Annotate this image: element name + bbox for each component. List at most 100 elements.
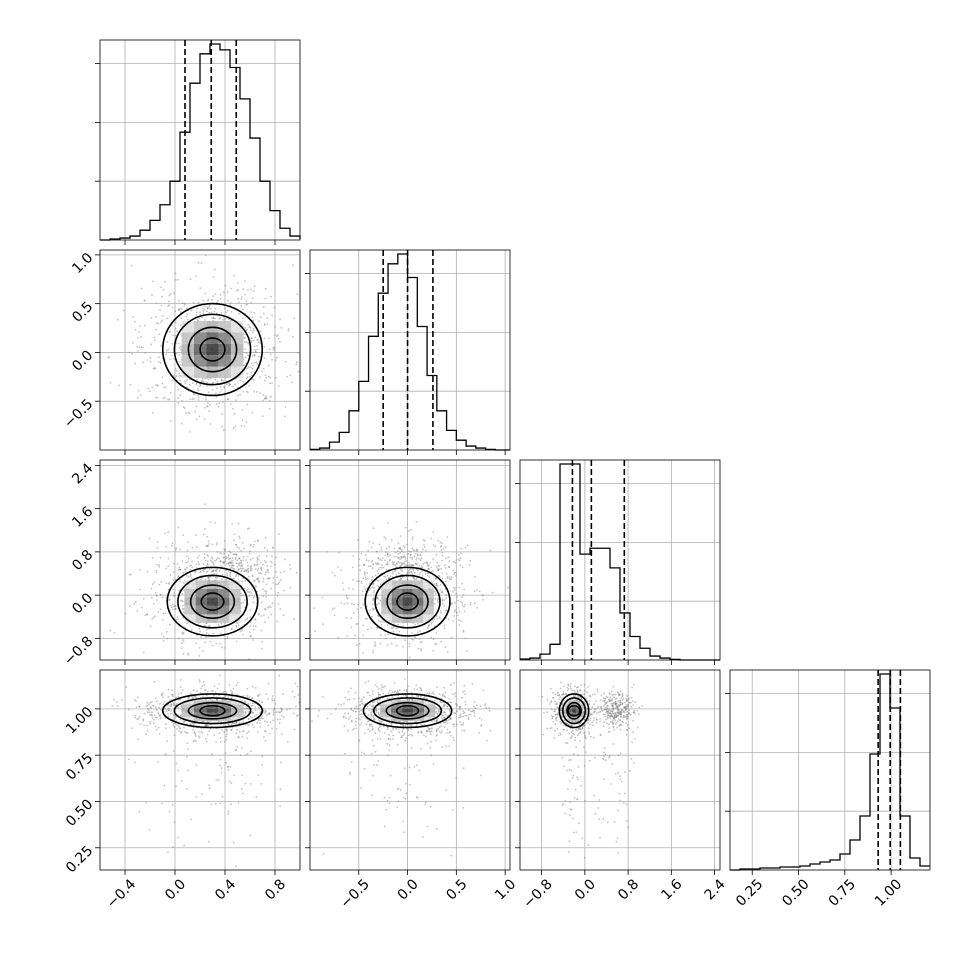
sample-point	[153, 339, 156, 342]
sample-point	[455, 572, 457, 574]
sample-point	[171, 804, 174, 806]
sample-point	[204, 398, 207, 401]
sample-point	[568, 840, 571, 843]
sample-point	[178, 372, 181, 375]
sample-point	[151, 704, 154, 707]
sample-point	[160, 693, 163, 696]
sample-point	[216, 557, 219, 559]
sample-point	[146, 613, 149, 616]
sample-point	[243, 364, 246, 367]
sample-point	[354, 691, 357, 694]
sample-point	[230, 782, 233, 785]
sample-point	[148, 829, 151, 831]
sample-point	[252, 290, 255, 292]
sample-point	[567, 683, 570, 686]
sample-point	[259, 719, 262, 722]
sample-point	[483, 704, 486, 707]
sample-point	[168, 398, 171, 401]
sample-point	[366, 617, 368, 620]
sample-point	[384, 575, 387, 578]
sample-point	[155, 384, 157, 386]
sample-point	[438, 730, 441, 733]
sample-point	[249, 616, 252, 618]
sample-point	[266, 549, 269, 552]
contour-level	[362, 693, 453, 729]
sample-point	[207, 378, 210, 381]
sample-point	[385, 547, 388, 550]
sample-point	[465, 650, 468, 652]
sample-point	[296, 361, 298, 364]
sample-point	[242, 695, 245, 697]
sample-point	[449, 718, 452, 721]
sample-point	[192, 301, 195, 304]
sample-point	[249, 544, 252, 547]
sample-point	[362, 603, 365, 606]
sample-point	[404, 558, 407, 560]
sample-point	[358, 564, 360, 567]
density-cell	[391, 716, 403, 722]
sample-point	[208, 304, 211, 307]
sample-point	[222, 429, 225, 432]
sample-point	[350, 709, 353, 711]
sample-point	[154, 725, 157, 728]
sample-point	[444, 716, 446, 719]
sample-point	[242, 577, 244, 580]
sample-point	[413, 766, 416, 768]
sample-point	[428, 693, 430, 696]
sample-point	[180, 422, 183, 425]
sample-point	[440, 716, 443, 719]
sample-point	[212, 690, 215, 692]
sample-point	[173, 821, 176, 824]
sample-point	[313, 607, 315, 609]
sample-point	[195, 563, 198, 566]
sample-point	[417, 731, 420, 734]
sample-point	[273, 349, 276, 352]
sample-point	[426, 564, 429, 566]
sample-point	[216, 687, 219, 690]
sample-point	[265, 693, 268, 696]
sample-point	[146, 613, 149, 616]
sample-point	[404, 678, 406, 680]
sample-point	[263, 312, 265, 315]
sample-point	[274, 563, 276, 566]
sample-point	[438, 693, 441, 695]
sample-point	[461, 596, 463, 598]
density-cell	[380, 716, 392, 722]
sample-point	[400, 736, 403, 739]
sample-point	[409, 568, 411, 571]
density-cell	[412, 605, 424, 615]
sample-point	[573, 689, 576, 692]
sample-point	[179, 348, 182, 351]
sample-point	[435, 584, 438, 587]
sample-point	[379, 642, 382, 645]
sample-point	[241, 774, 244, 777]
sample-point	[441, 746, 444, 748]
sample-point	[574, 788, 577, 791]
sample-point	[415, 563, 417, 566]
sample-point	[167, 708, 170, 710]
sample-point	[249, 635, 252, 638]
sample-point	[479, 705, 482, 708]
sample-point	[382, 692, 385, 695]
sample-point	[228, 564, 231, 567]
sample-point	[435, 643, 438, 646]
sample-point	[253, 345, 256, 348]
sample-point	[384, 551, 387, 553]
sample-point	[441, 551, 444, 554]
sample-point	[390, 730, 393, 733]
sample-point	[143, 724, 146, 727]
sample-point	[464, 700, 467, 703]
sample-point	[168, 599, 171, 601]
sample-point	[397, 557, 400, 560]
sample-point	[408, 766, 411, 769]
sample-point	[249, 590, 252, 593]
sample-point	[626, 715, 629, 718]
sample-point	[230, 628, 233, 631]
sample-point	[186, 313, 189, 316]
sample-point	[368, 589, 371, 592]
sample-point	[174, 321, 177, 324]
sample-point	[176, 616, 179, 618]
sample-point	[411, 698, 414, 701]
sample-point	[230, 628, 233, 631]
sample-point	[151, 711, 153, 714]
